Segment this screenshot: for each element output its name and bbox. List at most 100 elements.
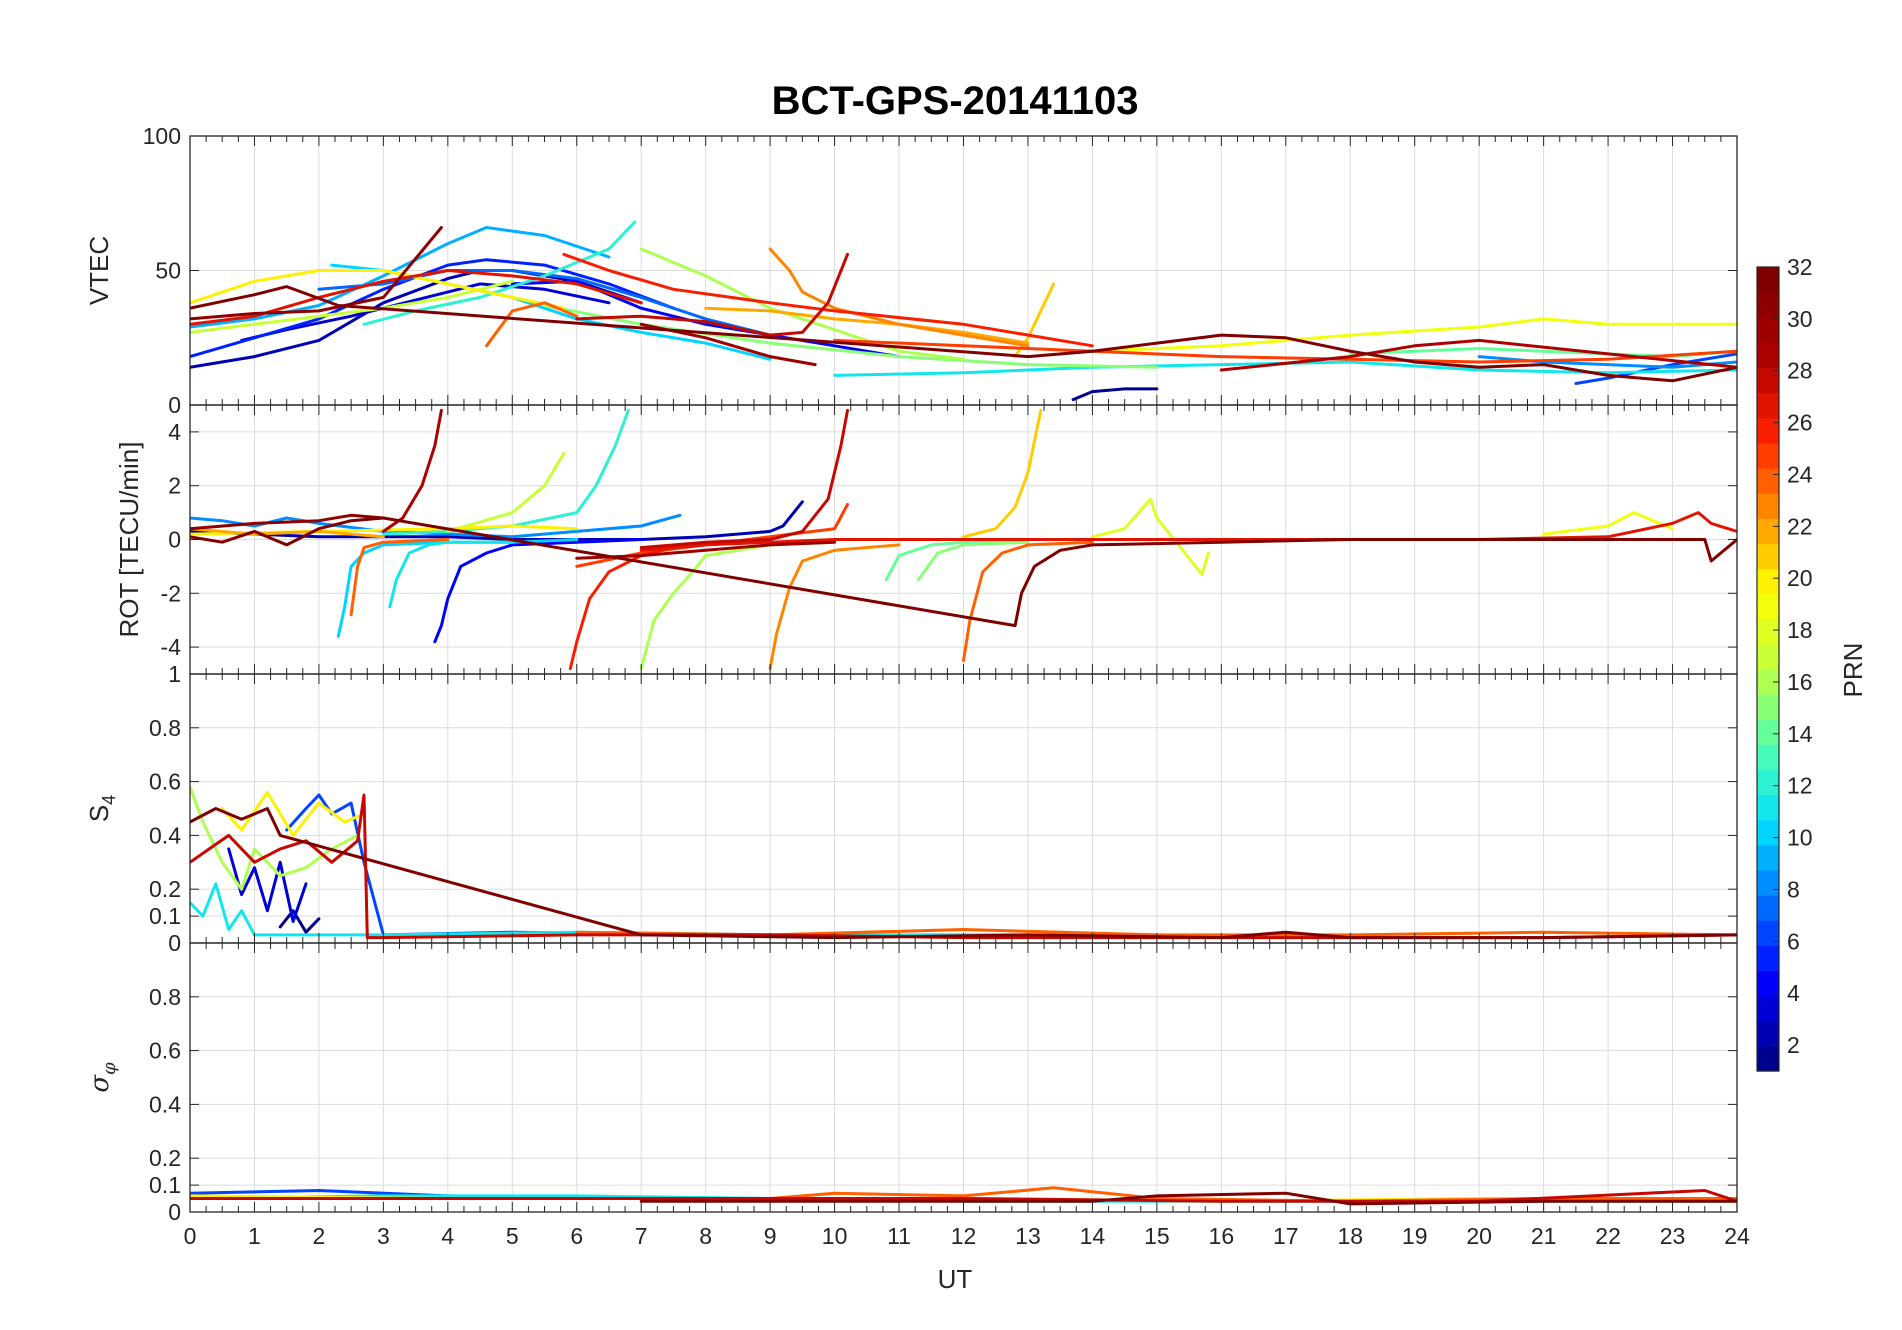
series-line-prn-23 <box>768 543 901 671</box>
series-line-prn-4 <box>433 538 643 644</box>
x-tick-label: 7 <box>635 1223 648 1249</box>
series-line-prn-26 <box>562 252 1094 348</box>
colorbar-block <box>1757 970 1779 997</box>
panel-rot: -4 -2 0 2 4 ROT [TECU/min] <box>114 404 1738 675</box>
series-line-prn-22 <box>190 527 385 539</box>
x-tick-label: 6 <box>570 1223 583 1249</box>
y-tick-label: 0.1 <box>149 1172 181 1198</box>
colorbar-block <box>1757 744 1779 771</box>
x-tick-label: 16 <box>1209 1223 1235 1249</box>
series-line-prn-24 <box>962 540 1094 662</box>
series-line-prn-25 <box>833 338 1737 364</box>
colorbar-block <box>1757 643 1779 670</box>
series-line-prn-31 <box>190 226 443 321</box>
colorbar-block <box>1757 844 1779 871</box>
colorbar-tick-label: 8 <box>1787 876 1800 902</box>
colorbar-block <box>1757 870 1779 896</box>
series-line-prn-29 <box>381 408 443 533</box>
colorbar-block <box>1757 618 1779 645</box>
colorbar-tick-label: 24 <box>1787 461 1813 487</box>
colorbar-block <box>1757 367 1779 394</box>
series-line-prn-32 <box>190 285 1737 383</box>
series-line-prn-6 <box>285 793 708 937</box>
series-line-prn-3 <box>227 847 308 923</box>
y-tick-label: 0.2 <box>149 876 181 902</box>
series-line-prn-23 <box>768 247 1030 348</box>
x-tick-label: 4 <box>441 1223 454 1249</box>
colorbar-frame <box>1756 266 1780 1072</box>
colorbar-block <box>1757 442 1779 469</box>
y-tick-label: -2 <box>161 580 181 606</box>
y-tick-label: 0.4 <box>149 822 181 848</box>
x-tick-label: 22 <box>1595 1223 1621 1249</box>
x-tick-label: 8 <box>699 1223 712 1249</box>
y-tick-label: 0 <box>168 527 181 553</box>
colorbar-block <box>1757 292 1779 318</box>
series-line-prn-30 <box>575 540 837 560</box>
chart-title: BCT-GPS-20141103 <box>772 79 1139 123</box>
series-group <box>190 408 1737 671</box>
x-tick-label: 13 <box>1015 1223 1041 1249</box>
series-line-prn-18 <box>1090 497 1210 576</box>
x-tick-label: 23 <box>1660 1223 1686 1249</box>
series-line-prn-20 <box>220 790 366 837</box>
y-tick-label: 50 <box>155 258 181 284</box>
x-tick-label: 5 <box>506 1223 519 1249</box>
y-tick-label: 0.4 <box>149 1091 181 1117</box>
colorbar-block <box>1757 819 1779 846</box>
series-line-prn-5 <box>190 258 675 359</box>
y-tick-label: 0 <box>168 930 181 956</box>
series-line-prn-31 <box>190 513 385 531</box>
y-tick-label: 0.6 <box>149 769 181 795</box>
series-group <box>190 220 1737 402</box>
colorbar-block <box>1757 1020 1779 1047</box>
colorbar-block <box>1757 568 1779 595</box>
x-axis-label: UT <box>938 1264 973 1294</box>
colorbar-tick-label: 18 <box>1787 617 1813 643</box>
colorbar-tick-label: 32 <box>1787 254 1813 280</box>
y-tick-label: 0.1 <box>149 903 181 929</box>
series-line-prn-10 <box>336 538 579 638</box>
x-tick-label: 10 <box>822 1223 848 1249</box>
y-tick-label: 0 <box>168 392 181 418</box>
y-tick-label: 0.8 <box>149 715 181 741</box>
colorbar-block <box>1757 920 1779 946</box>
series-line-prn-28 <box>639 408 849 550</box>
colorbar-block <box>1757 794 1779 821</box>
y-tick-label: 0.2 <box>149 1145 181 1171</box>
series-line-prn-14 <box>884 538 1030 582</box>
colorbar-block <box>1757 1045 1779 1072</box>
series-line-prn-20 <box>190 269 566 310</box>
colorbar-block <box>1757 317 1779 343</box>
x-tick-label: 9 <box>764 1223 777 1249</box>
colorbar-block <box>1757 945 1779 972</box>
x-tick-label: 15 <box>1144 1223 1170 1249</box>
colorbar-tick-label: 16 <box>1787 669 1813 695</box>
x-tick-label: 20 <box>1466 1223 1492 1249</box>
series-line-prn-24 <box>349 538 450 617</box>
colorbar-block <box>1757 468 1779 494</box>
colorbar-block <box>1757 493 1779 519</box>
colorbar-block <box>1757 719 1779 745</box>
y-tick-label: 0.8 <box>149 984 181 1010</box>
series-line-prn-15 <box>543 304 1159 369</box>
x-tick-label: 1 <box>248 1223 261 1249</box>
colorbar-label: PRN <box>1838 643 1868 698</box>
colorbar-tick-label: 30 <box>1787 306 1813 332</box>
x-tick-label: 21 <box>1531 1223 1557 1249</box>
series-line-prn-24 <box>575 1186 1737 1203</box>
colorbar-block <box>1757 543 1779 570</box>
series-line-prn-28 <box>575 252 849 337</box>
x-tick-label: 24 <box>1724 1223 1750 1249</box>
colorbar-block <box>1757 417 1779 444</box>
colorbar-tick-label: 26 <box>1787 410 1813 436</box>
colorbar-tick-label: 6 <box>1787 928 1800 954</box>
y-axis-label: ROT [TECU/min] <box>114 442 144 638</box>
y-tick-label: 0 <box>168 1199 181 1225</box>
colorbar-block <box>1757 769 1779 796</box>
series-line-prn-24 <box>485 301 579 348</box>
colorbar-tick-label: 22 <box>1787 513 1813 539</box>
series-line-prn-17 <box>446 451 566 533</box>
